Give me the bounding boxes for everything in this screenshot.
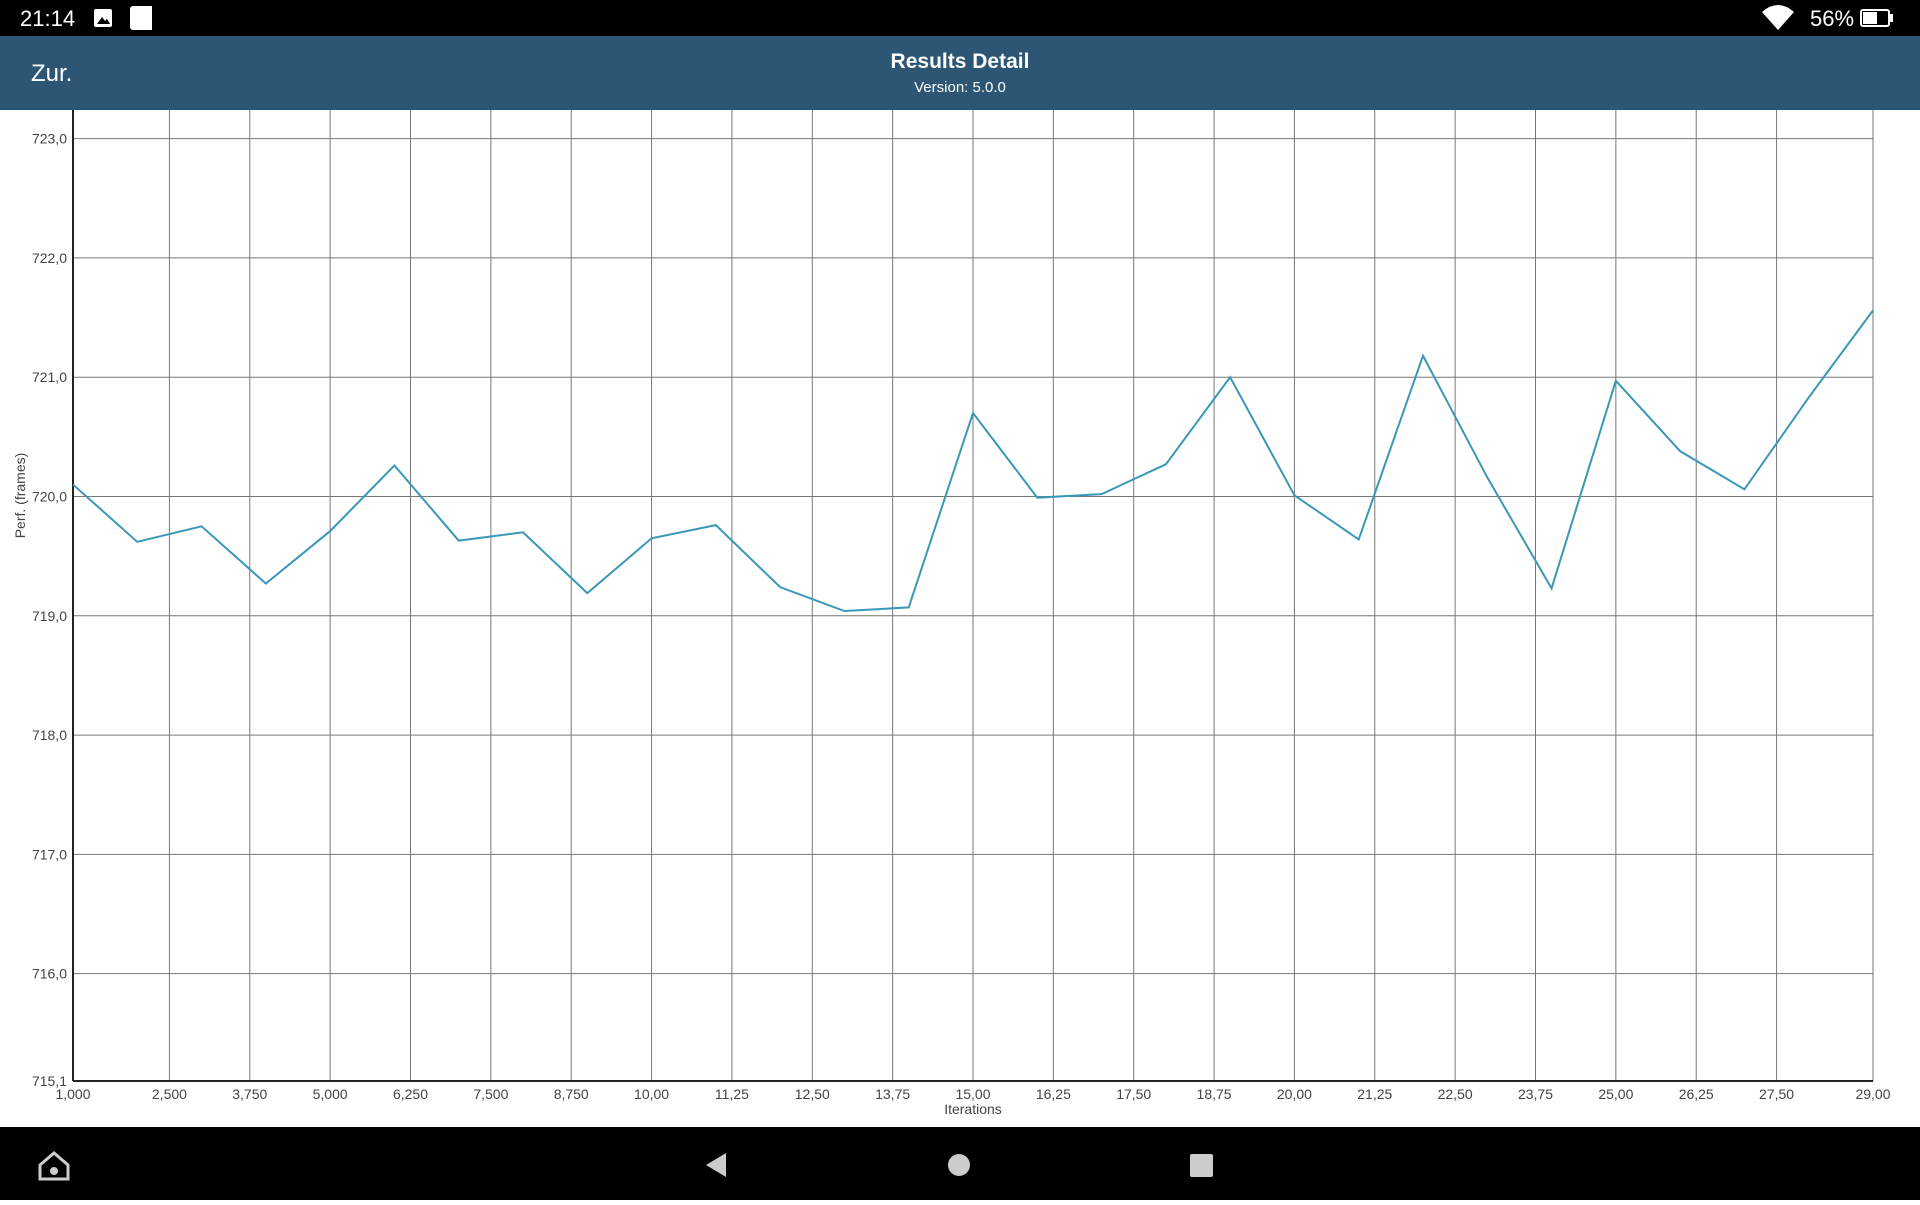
clock: 21:14 (20, 6, 76, 31)
x-tick-label: 7,500 (473, 1086, 508, 1102)
x-tick-label: 20,00 (1277, 1086, 1312, 1102)
y-tick-label: 716,0 (32, 966, 67, 982)
subtitle: Version: 5.0.0 (914, 79, 1006, 96)
recents-nav[interactable] (1190, 1154, 1213, 1177)
data-line (72, 309, 1874, 613)
y-tick-label: 721,0 (32, 369, 67, 385)
x-tick-label: 8,750 (554, 1086, 589, 1102)
y-tick-label: 717,0 (32, 846, 67, 862)
x-tick-label: 3,750 (232, 1086, 267, 1102)
x-tick-label: 23,75 (1518, 1086, 1553, 1102)
x-tick-label: 16,25 (1036, 1086, 1071, 1102)
x-axis-label: Iterations (944, 1101, 1002, 1117)
x-tick-label: 17,50 (1116, 1086, 1151, 1102)
battery-icon (1860, 9, 1893, 27)
x-tick-label: 21,25 (1357, 1086, 1392, 1102)
back-nav[interactable] (706, 1153, 726, 1177)
status-bar: 21:14 56% (0, 0, 1920, 36)
x-tick-label: 12,50 (795, 1086, 830, 1102)
y-axis-label: Perf. (frames) (12, 453, 28, 539)
battery-level: 56% (1810, 6, 1855, 31)
y-tick-label: 720,0 (32, 488, 67, 504)
home-nav[interactable] (948, 1154, 970, 1176)
nav-icons (38, 1151, 1213, 1181)
y-tick-label: 719,0 (32, 608, 67, 624)
x-tick-label: 26,25 (1679, 1086, 1714, 1102)
title: Results Detail (890, 50, 1030, 73)
y-tick-label: 715,1 (32, 1073, 67, 1089)
x-tick-label: 5,000 (313, 1086, 348, 1102)
x-tick-label: 18,75 (1197, 1086, 1232, 1102)
navigation-bar (0, 1127, 1920, 1200)
x-tick-label: 1,000 (55, 1086, 90, 1102)
notification-icons (94, 6, 152, 30)
x-tick-label: 2,500 (152, 1086, 187, 1102)
x-tick-label: 25,00 (1598, 1086, 1633, 1102)
x-tick-label: 22,50 (1438, 1086, 1473, 1102)
y-tick-label: 718,0 (32, 727, 67, 743)
y-tick-label: 723,0 (32, 131, 67, 147)
x-tick-label: 11,25 (715, 1086, 749, 1102)
app-bar: Zur. Results Detail Version: 5.0.0 (0, 36, 1920, 110)
x-tick-label: 29,00 (1855, 1086, 1890, 1102)
x-tick-label: 10,00 (634, 1086, 669, 1102)
x-tick-label: 15,00 (955, 1086, 990, 1102)
chart: 715,1 716,0 717,0 718,0 719,0 720,0 721,0 722,0… (12, 110, 1891, 1117)
wifi-icon (1762, 5, 1794, 30)
home-app-button[interactable] (38, 1151, 70, 1181)
x-tick-label: 27,50 (1759, 1086, 1794, 1102)
y-tick-label: 722,0 (32, 250, 67, 266)
x-tick-label: 13,75 (875, 1086, 910, 1102)
back-button[interactable]: Zur. (31, 60, 73, 87)
x-tick-label: 6,250 (393, 1086, 428, 1102)
